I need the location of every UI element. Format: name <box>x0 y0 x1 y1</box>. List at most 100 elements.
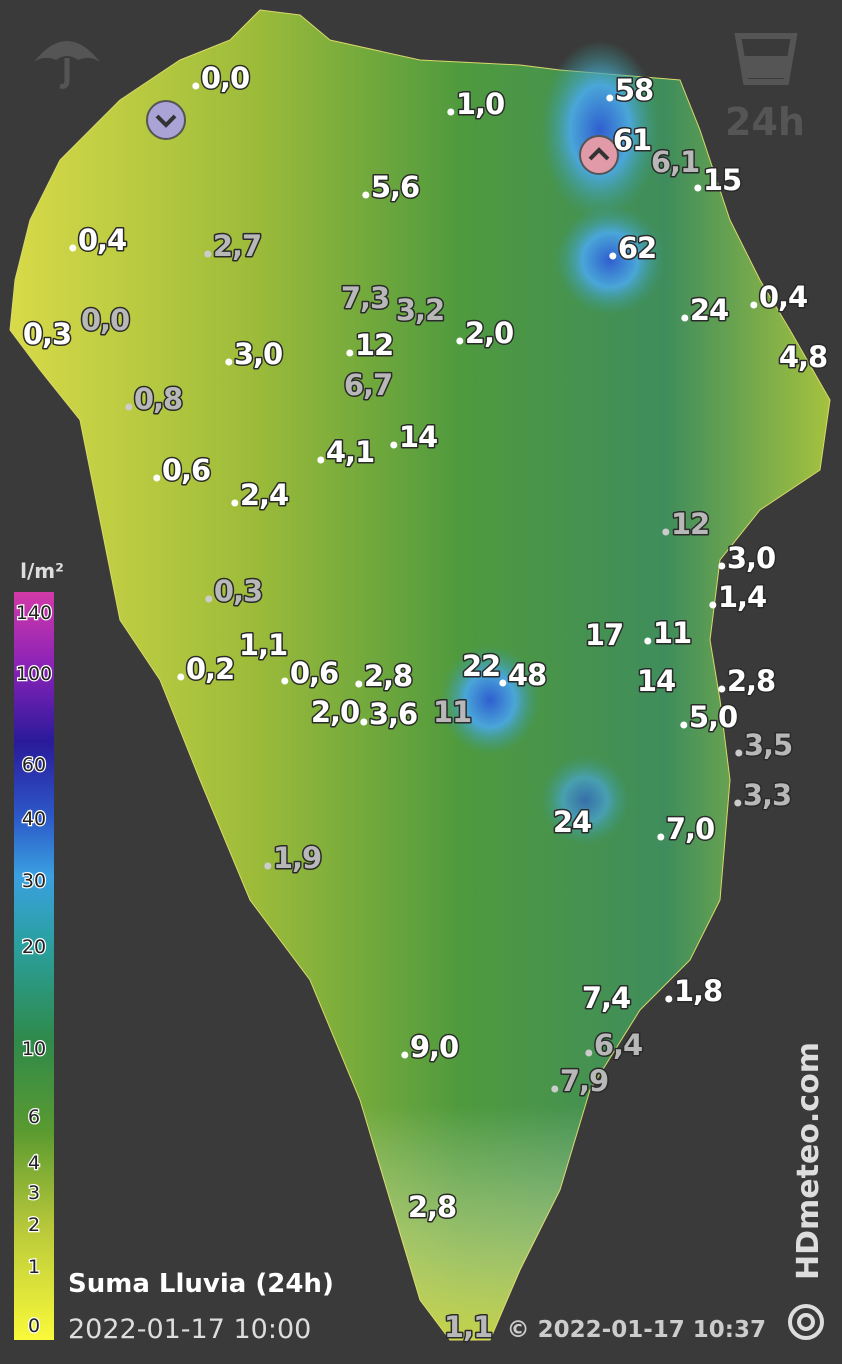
station-label: 2,0 <box>311 695 359 729</box>
legend-tick-label: 2 <box>28 1214 40 1236</box>
station-label: 2,4 <box>240 478 288 512</box>
station-label: 62 <box>618 231 656 265</box>
station-dot <box>69 244 77 252</box>
station-label: 7,3 <box>341 281 389 315</box>
station-label: 1,8 <box>674 974 722 1008</box>
station-label: 7,0 <box>666 812 714 846</box>
station-label: 3,0 <box>727 541 775 575</box>
station-label: 1,1 <box>239 628 287 662</box>
map-title: Suma Lluvia (24h) <box>68 1269 334 1299</box>
island-shade <box>120 560 730 1340</box>
legend-tick-label: 4 <box>28 1152 40 1174</box>
station-dot <box>662 528 670 536</box>
station-label: 1,1 <box>444 1310 492 1344</box>
station-dot <box>551 1085 559 1093</box>
station-dot <box>205 595 213 603</box>
station-dot <box>360 718 368 726</box>
station-dot <box>499 679 507 687</box>
station-label: 1,9 <box>273 841 321 875</box>
station-label: 11 <box>653 616 691 650</box>
station-dot <box>153 474 161 482</box>
station-label: 6,4 <box>594 1028 642 1062</box>
legend-tick-label: 100 <box>16 663 52 685</box>
station-label: 6,7 <box>344 368 392 402</box>
legend-tick-label: 40 <box>22 808 46 830</box>
legend-tick-label: 10 <box>22 1038 46 1060</box>
legend-tick-label: 3 <box>28 1182 40 1204</box>
station-dot <box>609 252 617 260</box>
station-label: 6,1 <box>651 145 699 179</box>
station-dot <box>681 314 689 322</box>
station-label: 0,8 <box>134 382 182 416</box>
station-label: 0,4 <box>78 223 126 257</box>
scroll-down-button[interactable] <box>146 100 186 140</box>
station-label: 0,4 <box>759 280 807 314</box>
station-dot <box>231 499 239 507</box>
station-dot <box>644 637 652 645</box>
station-label: 7,4 <box>582 981 630 1015</box>
legend-tick-label: 60 <box>22 754 46 776</box>
station-dot <box>734 799 742 807</box>
station-label: 11 <box>433 695 471 729</box>
station-label: 0,3 <box>214 574 262 608</box>
legend-tick-label: 6 <box>28 1106 40 1128</box>
station-label: 24 <box>690 293 728 327</box>
wet-area <box>540 40 660 220</box>
station-label: 2,8 <box>364 659 412 693</box>
station-dot <box>264 862 272 870</box>
station-label: 14 <box>399 420 437 454</box>
station-dot <box>456 337 464 345</box>
station-dot <box>192 82 200 90</box>
station-label: 5,0 <box>689 700 737 734</box>
station-dot <box>694 184 702 192</box>
station-label: 61 <box>613 123 651 157</box>
wet-area <box>555 205 665 315</box>
station-label: 7,9 <box>560 1064 608 1098</box>
cup-icon[interactable] <box>734 33 798 85</box>
station-dot <box>355 680 363 688</box>
station-label: 3,2 <box>396 293 444 327</box>
wet-area <box>540 755 630 845</box>
scroll-up-button[interactable] <box>579 135 619 175</box>
station-dot <box>447 108 455 116</box>
station-dot <box>585 1049 593 1057</box>
station-dot <box>735 749 743 757</box>
station-label: 0,0 <box>81 303 129 337</box>
brand: HDmeteo.com <box>791 1042 826 1280</box>
station-label: 22 <box>462 649 500 683</box>
legend-tick-label: 20 <box>22 936 46 958</box>
station-dot <box>317 456 325 464</box>
station-label: 58 <box>615 73 653 107</box>
copyright: © 2022-01-17 10:37 <box>507 1317 766 1343</box>
station-label: 0,6 <box>162 453 210 487</box>
station-label: 12 <box>671 507 709 541</box>
station-dot <box>680 721 688 729</box>
umbrella-icon[interactable] <box>34 41 100 89</box>
station-label: 12 <box>355 328 393 362</box>
station-label: 4,8 <box>779 340 827 374</box>
station-dot <box>204 250 212 258</box>
station-dot <box>281 677 289 685</box>
station-label: 17 <box>585 618 623 652</box>
station-label: 2,8 <box>727 664 775 698</box>
brand-logo <box>788 1304 824 1340</box>
station-dot <box>177 673 185 681</box>
station-label: 3,6 <box>369 697 417 731</box>
station-dot <box>125 403 133 411</box>
station-dot <box>225 358 233 366</box>
station-dot <box>718 685 726 693</box>
legend-tick-label: 0 <box>28 1315 40 1337</box>
station-dot <box>750 301 758 309</box>
station-dot <box>657 833 665 841</box>
station-label: 0,3 <box>23 317 71 351</box>
station-dot <box>709 601 717 609</box>
station-label: 9,0 <box>410 1030 458 1064</box>
color-bar <box>14 592 54 1340</box>
station-label: 15 <box>703 163 741 197</box>
station-label: 4,1 <box>326 435 374 469</box>
station-label: 48 <box>508 658 546 692</box>
station-dot <box>718 562 726 570</box>
legend-unit: l/m² <box>20 559 64 583</box>
station-label: 3,3 <box>743 778 791 812</box>
valid-time: 2022-01-17 10:00 <box>68 1314 311 1345</box>
